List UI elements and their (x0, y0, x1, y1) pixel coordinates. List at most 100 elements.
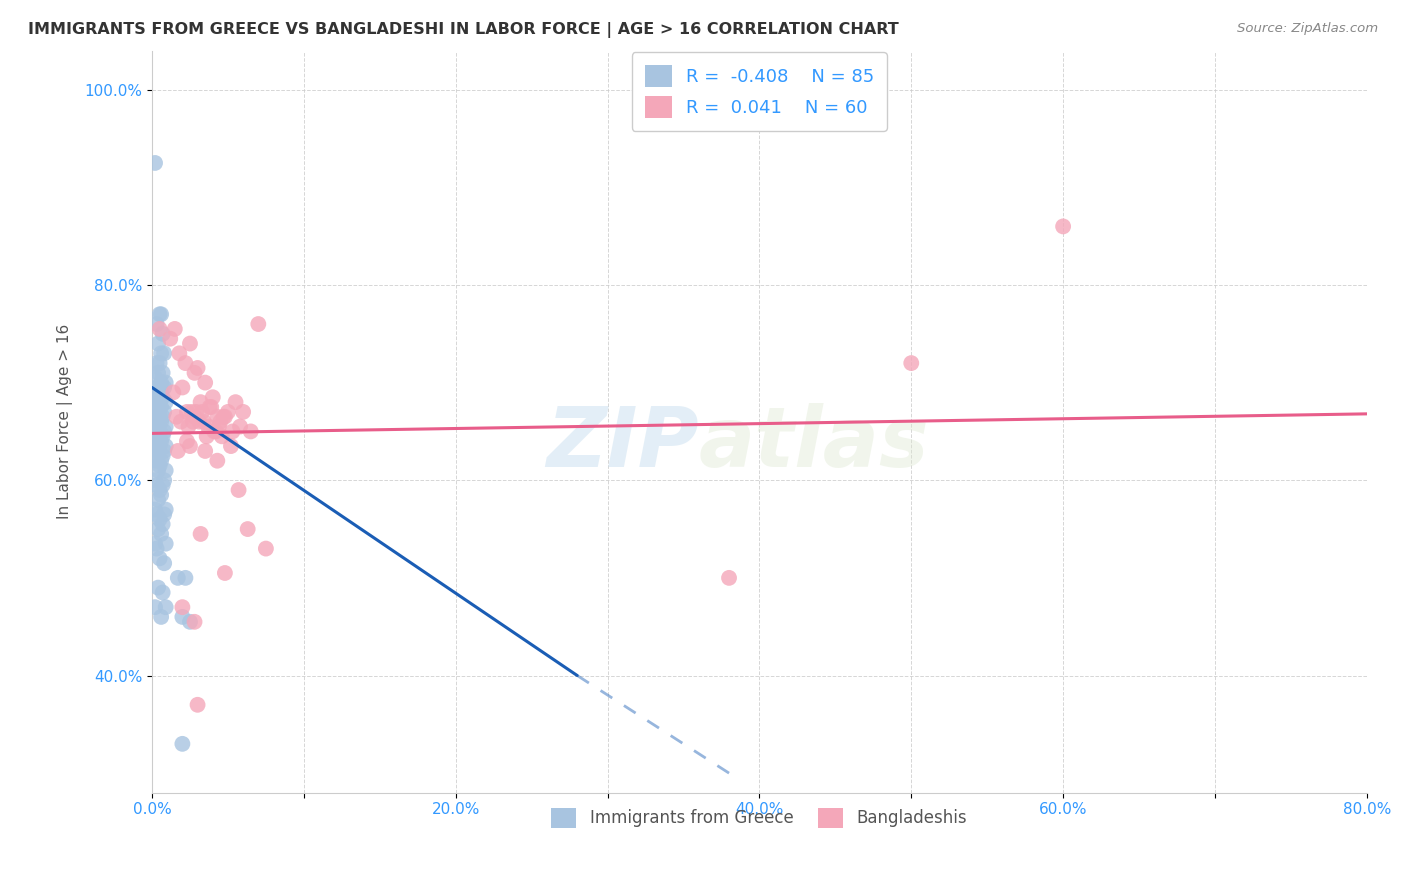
Point (172, 600, 194, 615)
Point (163, 322, 186, 336)
Point (187, 361, 209, 376)
Point (149, 380, 172, 394)
Point (143, 419, 166, 434)
Point (143, 600, 166, 615)
Point (209, 415, 232, 429)
Point (149, 551, 172, 566)
Point (900, 356, 922, 370)
Point (247, 317, 270, 331)
Point (150, 376, 173, 390)
Point (174, 356, 197, 370)
Point (200, 400, 222, 414)
Point (183, 615, 205, 629)
Point (153, 473, 176, 487)
Point (153, 405, 176, 419)
Point (143, 502, 166, 516)
Point (239, 425, 262, 439)
Point (149, 458, 172, 473)
Point (198, 400, 221, 414)
Point (146, 366, 169, 380)
Point (159, 332, 181, 346)
Point (1052, 219, 1074, 234)
Point (153, 380, 176, 394)
Point (195, 429, 218, 443)
Point (153, 444, 176, 458)
Point (145, 541, 167, 556)
Point (153, 425, 176, 439)
Point (149, 425, 172, 439)
Point (166, 571, 188, 585)
Point (219, 439, 242, 453)
Point (179, 439, 201, 453)
Point (143, 390, 166, 404)
Point (143, 405, 166, 419)
Point (194, 376, 217, 390)
Point (155, 439, 177, 453)
Point (155, 502, 177, 516)
Text: ZIP: ZIP (546, 403, 699, 484)
Point (225, 395, 247, 409)
Point (149, 439, 172, 453)
Point (152, 449, 174, 463)
Point (155, 537, 177, 551)
Point (152, 390, 174, 404)
Point (236, 522, 259, 536)
Point (146, 522, 169, 536)
Point (153, 508, 176, 522)
Point (176, 405, 198, 419)
Point (179, 336, 201, 351)
Point (169, 346, 191, 360)
Point (172, 737, 194, 751)
Point (187, 698, 209, 712)
Point (150, 415, 173, 429)
Point (194, 444, 217, 458)
Text: Source: ZipAtlas.com: Source: ZipAtlas.com (1237, 22, 1378, 36)
Point (155, 376, 177, 390)
Point (152, 409, 174, 424)
Point (153, 346, 176, 360)
Point (145, 395, 167, 409)
Point (155, 600, 177, 615)
Point (143, 537, 166, 551)
Point (149, 307, 172, 321)
Point (197, 419, 219, 434)
Point (214, 409, 236, 424)
Point (191, 405, 214, 419)
Point (149, 409, 172, 424)
Point (150, 488, 173, 502)
Point (143, 434, 166, 449)
Point (170, 415, 193, 429)
Point (217, 405, 239, 419)
Point (143, 473, 166, 487)
Point (149, 322, 172, 336)
Point (152, 429, 174, 443)
Point (180, 405, 202, 419)
Point (155, 463, 177, 477)
Point (149, 395, 172, 409)
Text: IMMIGRANTS FROM GREECE VS BANGLADESHI IN LABOR FORCE | AGE > 16 CORRELATION CHAR: IMMIGRANTS FROM GREECE VS BANGLADESHI IN… (28, 22, 898, 38)
Point (149, 512, 172, 526)
Legend: Immigrants from Greece, Bangladeshis: Immigrants from Greece, Bangladeshis (543, 799, 976, 837)
Point (183, 366, 205, 380)
Point (188, 415, 211, 429)
Point (145, 409, 167, 424)
Point (228, 483, 250, 497)
Point (150, 400, 173, 414)
Point (172, 610, 194, 624)
Point (152, 326, 174, 341)
Point (214, 566, 236, 580)
Point (162, 385, 184, 400)
Point (174, 571, 197, 585)
Point (254, 541, 277, 556)
Point (202, 425, 225, 439)
Point (179, 615, 201, 629)
Point (190, 527, 212, 541)
Point (155, 419, 177, 434)
Point (150, 610, 173, 624)
Point (177, 419, 200, 434)
Point (150, 346, 173, 360)
Point (208, 419, 231, 434)
Point (143, 156, 166, 170)
Point (145, 380, 167, 394)
Point (152, 366, 174, 380)
